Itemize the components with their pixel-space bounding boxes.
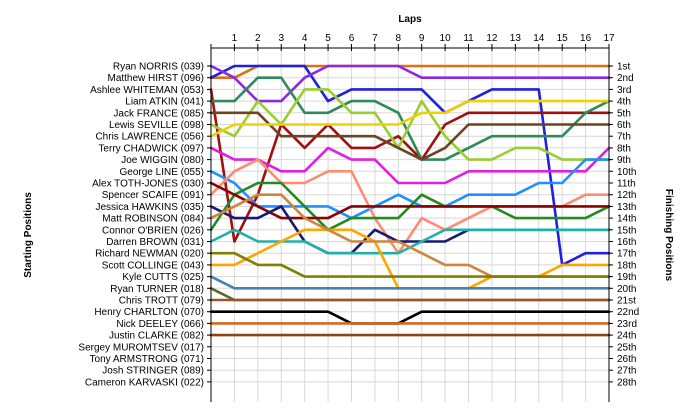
x-tick-label: 6: [349, 33, 355, 44]
finish-label: 25th: [617, 342, 636, 353]
finish-label: 11th: [617, 179, 636, 190]
series-layer: [209, 64, 611, 337]
x-axis-title: Laps: [398, 14, 422, 25]
driver-label: Ryan NORRIS (039): [113, 62, 204, 73]
driver-label: Sergey MUROMTSEV (017): [78, 342, 204, 353]
finish-label: 20th: [617, 284, 636, 295]
finish-label: 15th: [617, 225, 636, 236]
finish-label: 23rd: [617, 319, 637, 330]
finish-label: 14th: [617, 214, 636, 225]
finish-label: 1st: [617, 62, 631, 73]
driver-position-line: [209, 146, 611, 185]
driver-label: Chris TROTT (079): [119, 296, 204, 307]
driver-position-line: [209, 275, 611, 290]
driver-position-line: [209, 158, 611, 220]
driver-position-line: [209, 181, 611, 220]
driver-position-line: [209, 76, 611, 161]
finish-label: 8th: [617, 143, 631, 154]
driver-label: Liam ATKIN (041): [125, 97, 204, 108]
finish-label: 18th: [617, 260, 636, 271]
finish-label: 26th: [617, 354, 636, 365]
driver-position-line: [209, 310, 611, 325]
driver-label: Kyle CUTTS (025): [122, 272, 204, 283]
x-tick-label: 10: [440, 33, 452, 44]
x-tick-label: 15: [557, 33, 569, 44]
driver-label: Darren BROWN (031): [106, 237, 204, 248]
driver-label: Ryan TURNER (018): [110, 284, 204, 295]
driver-label: Lewis SEVILLE (098): [109, 120, 204, 131]
left-axis-title: Starting Positions: [23, 192, 34, 278]
driver-position-line: [209, 228, 611, 290]
finish-label: 7th: [617, 132, 631, 143]
driver-label: Ashlee WHITEMAN (053): [90, 85, 204, 96]
finish-label: 6th: [617, 120, 631, 131]
driver-label: Chris LAWRENCE (056): [95, 132, 204, 143]
driver-label: Terry CHADWICK (097): [98, 143, 204, 154]
driver-label: Scott COLLINGE (043): [102, 260, 204, 271]
x-tick-label: 12: [486, 33, 498, 44]
x-tick-label: 17: [603, 33, 615, 44]
x-tick-label: 2: [255, 33, 261, 44]
driver-position-line: [209, 64, 611, 103]
driver-label: Joe WIGGIN (080): [121, 155, 204, 166]
x-tick-label: 11: [463, 33, 474, 44]
x-tick-label: 5: [325, 33, 331, 44]
driver-label: Matt ROBINSON (084): [102, 214, 204, 225]
x-tick-label: 13: [510, 33, 522, 44]
right-axis-title: Finishing Positions: [663, 189, 674, 282]
driver-position-line: [209, 99, 611, 138]
driver-position-line: [209, 286, 611, 302]
finish-label: 10th: [617, 167, 636, 178]
driver-label: Jack FRANCE (085): [113, 108, 204, 119]
finish-label: 27th: [617, 366, 636, 377]
finish-label: 17th: [617, 249, 636, 260]
driver-label: Nick DEELEY (066): [116, 319, 204, 330]
finish-label: 5th: [617, 108, 631, 119]
driver-label: Matthew HIRST (096): [107, 73, 204, 84]
driver-label: Josh STRINGER (089): [102, 366, 204, 377]
driver-position-line: [209, 111, 611, 161]
x-tick-label: 16: [580, 33, 592, 44]
driver-label: Henry CHARLTON (070): [94, 307, 204, 318]
driver-position-line: [209, 88, 611, 161]
driver-label: Spencer SCAIFE (091): [102, 190, 204, 201]
driver-label: Justin CLARKE (082): [109, 331, 204, 342]
finish-label: 13th: [617, 202, 636, 213]
finish-label: 3rd: [617, 85, 631, 96]
finish-label: 22nd: [617, 307, 639, 318]
driver-label: Alex TOTH-JONES (030): [92, 179, 204, 190]
x-tick-label: 3: [278, 33, 284, 44]
finish-label: 4th: [617, 97, 631, 108]
finish-label: 16th: [617, 237, 636, 248]
x-tick-label: 7: [372, 33, 378, 44]
driver-label: Tony ARMSTRONG (071): [90, 354, 204, 365]
finish-label: 2nd: [617, 73, 634, 84]
finish-label: 21st: [617, 296, 636, 307]
driver-label: George LINE (055): [120, 167, 205, 178]
finish-label: 24th: [617, 331, 636, 342]
x-tick-label: 9: [419, 33, 425, 44]
driver-label: Connor O'BRIEN (026): [102, 225, 204, 236]
driver-label: Cameron KARVASKI (022): [85, 377, 204, 388]
driver-position-line: [209, 88, 611, 243]
finish-label: 28th: [617, 377, 636, 388]
finish-label: 19th: [617, 272, 636, 283]
x-tick-label: 1: [232, 33, 238, 44]
x-tick-label: 8: [396, 33, 402, 44]
driver-label: Jessica HAWKINS (035): [95, 202, 204, 213]
driver-label: Richard NEWMAN (020): [95, 249, 204, 260]
driver-position-line: [209, 64, 611, 267]
driver-position-line: [209, 251, 611, 278]
finish-label: 12th: [617, 190, 636, 201]
finish-label: 9th: [617, 155, 631, 166]
x-tick-label: 14: [533, 33, 545, 44]
x-tick-label: 4: [302, 33, 308, 44]
